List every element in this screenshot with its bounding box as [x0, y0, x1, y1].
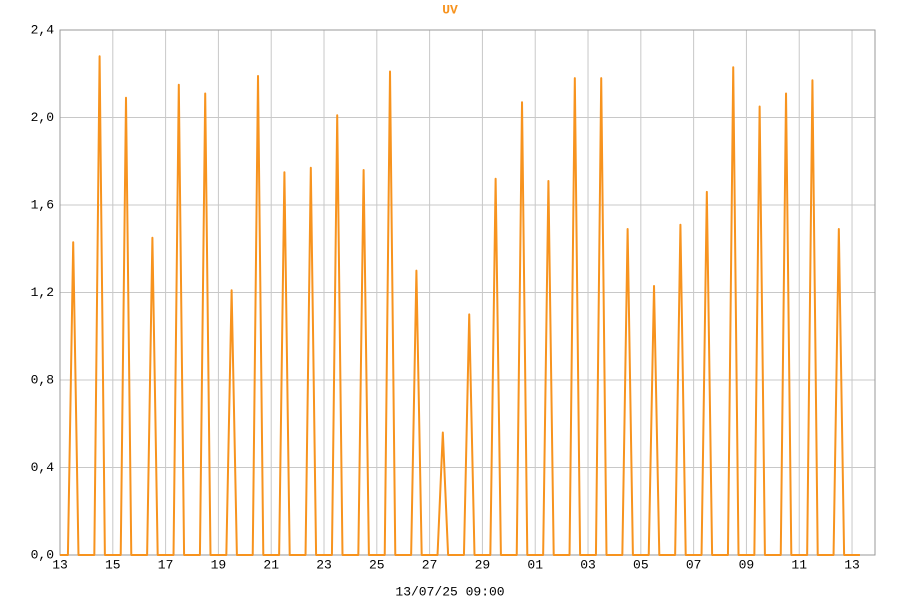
y-tick-label: 1,2: [31, 285, 54, 300]
x-tick-label: 15: [105, 557, 121, 572]
chart-title: UV: [442, 2, 458, 17]
x-tick-label: 13: [844, 557, 860, 572]
uv-line: [60, 55, 860, 556]
y-tick-label: 2,4: [31, 22, 55, 37]
x-tick-label: 13: [52, 557, 68, 572]
x-tick-label: 19: [211, 557, 227, 572]
y-tick-label: 1,6: [31, 197, 54, 212]
x-axis-label: 13/07/25 09:00: [395, 584, 504, 599]
x-tick-label: 21: [263, 557, 279, 572]
x-tick-label: 11: [791, 557, 807, 572]
x-tick-label: 01: [527, 557, 543, 572]
y-tick-label: 0,8: [31, 372, 54, 387]
y-tick-label: 0,0: [31, 547, 54, 562]
x-tick-label: 17: [158, 557, 174, 572]
x-tick-label: 03: [580, 557, 596, 572]
x-tick-label: 27: [422, 557, 438, 572]
y-tick-label: 2,0: [31, 110, 54, 125]
x-tick-label: 29: [475, 557, 491, 572]
x-tick-label: 07: [686, 557, 702, 572]
plot-frame: [59, 29, 876, 556]
y-tick-label: 0,4: [31, 460, 55, 475]
x-tick-label: 05: [633, 557, 649, 572]
x-tick-label: 23: [316, 557, 332, 572]
x-tick-label: 09: [739, 557, 755, 572]
x-tick-label: 25: [369, 557, 385, 572]
